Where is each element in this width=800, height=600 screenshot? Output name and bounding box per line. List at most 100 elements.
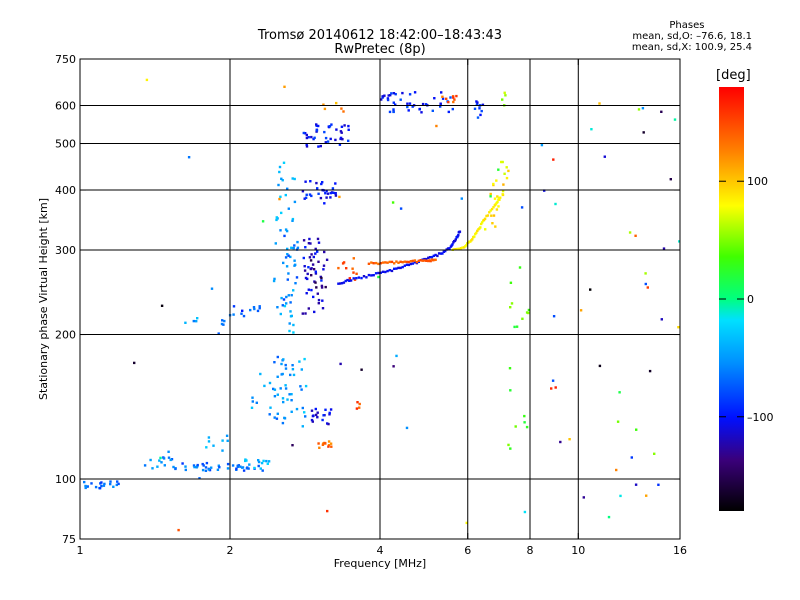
data-point <box>616 420 620 423</box>
data-point <box>304 312 307 315</box>
data-point <box>439 105 442 108</box>
data-point <box>293 264 296 267</box>
data-point <box>115 483 118 487</box>
data-point <box>307 288 310 291</box>
data-point <box>276 306 279 309</box>
data-point <box>339 362 342 366</box>
data-point <box>409 260 413 263</box>
data-point <box>314 270 317 273</box>
data-point <box>221 319 224 322</box>
data-point <box>496 195 499 198</box>
data-point <box>503 172 506 175</box>
data-point <box>500 160 503 164</box>
data-point <box>433 97 436 100</box>
data-point <box>480 109 483 113</box>
data-point <box>381 261 385 264</box>
data-point <box>274 242 277 245</box>
data-point <box>403 264 406 267</box>
data-point <box>388 260 391 264</box>
data-point <box>305 136 309 140</box>
colorbar-tick-label: 0 <box>747 293 754 306</box>
data-point <box>362 275 366 278</box>
data-point <box>184 465 187 468</box>
data-point <box>421 259 424 262</box>
data-point <box>293 177 296 181</box>
data-point <box>192 319 195 323</box>
data-point <box>514 425 517 428</box>
data-point <box>480 222 483 226</box>
data-point <box>496 200 499 204</box>
data-point <box>253 307 256 311</box>
data-point <box>281 397 285 400</box>
data-point <box>486 214 490 217</box>
data-point <box>287 272 290 275</box>
x-tick-label: 16 <box>673 544 687 557</box>
data-point <box>501 193 504 196</box>
data-point <box>554 202 557 206</box>
data-point <box>304 180 307 183</box>
data-point <box>212 444 215 447</box>
data-point <box>210 466 213 469</box>
data-point <box>603 155 606 158</box>
data-point <box>303 265 306 268</box>
data-point <box>370 274 373 277</box>
data-point <box>314 407 317 411</box>
data-point <box>285 265 289 268</box>
data-point <box>550 387 553 390</box>
data-point <box>269 406 272 409</box>
data-point <box>340 131 343 134</box>
data-point <box>204 466 208 469</box>
data-point <box>523 414 526 418</box>
data-point <box>344 279 347 283</box>
data-point <box>320 284 324 288</box>
data-point <box>325 258 329 261</box>
data-point <box>328 413 331 416</box>
data-point <box>282 400 285 404</box>
data-point <box>579 309 583 312</box>
data-point <box>377 271 380 275</box>
data-point <box>226 439 229 442</box>
data-point <box>325 189 328 193</box>
data-point <box>379 262 382 265</box>
data-point <box>327 440 331 443</box>
data-point <box>520 206 524 209</box>
data-point <box>637 108 641 111</box>
data-point <box>339 136 343 140</box>
data-point <box>465 521 468 525</box>
data-point <box>352 257 355 260</box>
data-point <box>383 94 386 97</box>
data-point <box>352 277 355 280</box>
data-point <box>490 207 494 211</box>
data-point <box>420 111 423 114</box>
data-point <box>356 401 359 404</box>
data-point <box>641 107 645 110</box>
data-point <box>287 207 290 210</box>
data-point <box>479 226 482 229</box>
data-point <box>451 95 455 98</box>
data-point <box>509 306 512 309</box>
data-point <box>653 452 656 455</box>
data-point <box>226 462 230 466</box>
data-point <box>358 402 361 406</box>
data-point <box>589 288 592 291</box>
data-point <box>495 208 499 211</box>
data-point <box>315 130 318 133</box>
data-point <box>239 465 242 468</box>
data-point <box>607 515 611 519</box>
data-point <box>302 239 306 242</box>
data-point <box>392 92 396 95</box>
data-point <box>386 269 389 273</box>
data-point <box>304 415 307 418</box>
data-point <box>317 192 320 195</box>
data-point <box>102 484 106 487</box>
data-point <box>358 406 361 409</box>
data-point <box>240 312 243 315</box>
data-point <box>338 195 341 199</box>
data-point <box>394 103 397 106</box>
data-point <box>407 109 410 112</box>
data-point <box>304 196 308 199</box>
data-point <box>334 182 337 185</box>
data-point <box>393 262 396 265</box>
data-point <box>505 166 508 169</box>
data-point <box>278 170 281 174</box>
